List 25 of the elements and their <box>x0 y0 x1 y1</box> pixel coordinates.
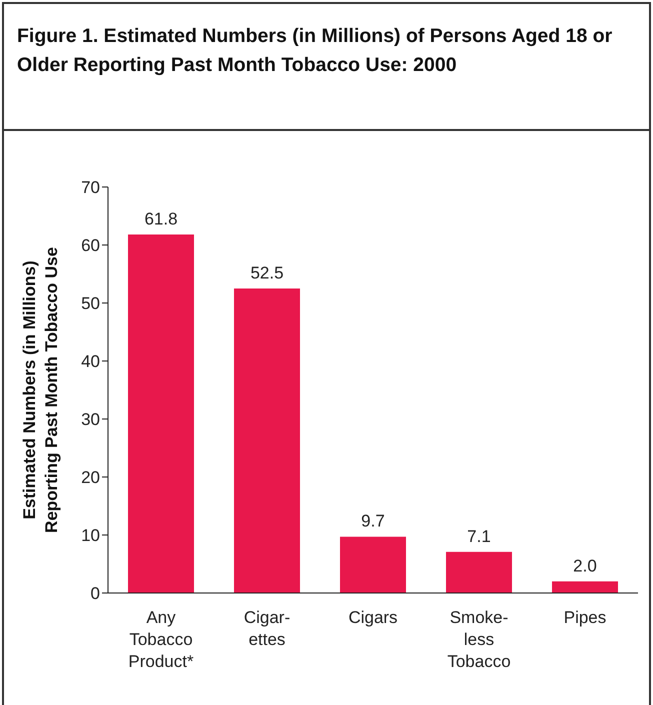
y-tick-label: 30 <box>81 410 100 430</box>
chart-title: Figure 1. Estimated Numbers (in Millions) of Persons Aged 18 or Older Reporting Past Month Tobacco Use: 2000 <box>17 24 614 78</box>
y-tick-label: 60 <box>81 236 100 256</box>
y-axis-title: Estimated Numbers (in Millions) Reporting Past Month Tobacco Use <box>20 247 61 533</box>
bar <box>552 581 618 593</box>
x-tick-label: Any Tobacco Product* <box>128 608 194 671</box>
x-tick-label: Cigar- ettes <box>244 608 290 649</box>
data-label: 2.0 <box>573 556 597 576</box>
y-tick-label: 10 <box>81 526 100 546</box>
bar <box>446 552 512 593</box>
y-tick-label: 50 <box>81 294 100 314</box>
x-tick-label: Smoke- less Tobacco <box>447 608 511 671</box>
x-tick-label: Cigars <box>348 608 398 627</box>
y-tick-label: 40 <box>81 352 100 372</box>
y-tick-label: 70 <box>81 178 100 198</box>
y-tick-label: 20 <box>81 468 100 488</box>
bar <box>340 536 406 593</box>
bar <box>234 288 300 593</box>
bar <box>128 234 194 593</box>
x-tick-label: Pipes <box>564 608 606 627</box>
data-label: 7.1 <box>467 526 491 546</box>
data-label: 52.5 <box>250 264 284 282</box>
y-tick-label: 0 <box>90 584 100 604</box>
data-label: 61.8 <box>144 210 178 229</box>
data-label: 9.7 <box>361 512 385 531</box>
